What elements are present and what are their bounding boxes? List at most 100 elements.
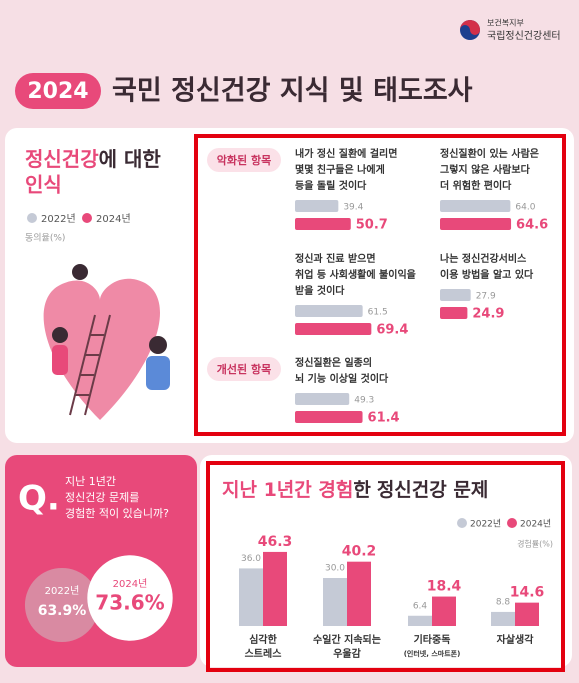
rate-label: 73.6% (95, 591, 164, 615)
statement: 정신과 진료 받으면 (295, 252, 376, 265)
statement: 받을 것이다 (295, 284, 345, 297)
statement: 몇몇 친구들은 나에게 (295, 163, 385, 176)
title-part: 정신건강 문제 (377, 479, 489, 501)
value-label: 64.6 (516, 218, 548, 233)
bar (491, 611, 515, 626)
bar (515, 602, 539, 626)
bar (295, 218, 351, 230)
legend-dot (27, 213, 37, 223)
title-part: 정신건강 (25, 147, 99, 171)
group-pill (207, 357, 281, 381)
legend-label: 2022년 (41, 213, 76, 225)
logo-half (460, 20, 480, 35)
value-label: 8.8 (496, 597, 511, 607)
rate-label: 63.9% (38, 603, 87, 619)
year-label: 2024년 (113, 578, 148, 590)
legend-dot (82, 213, 92, 223)
ministry: 보건복지부 (487, 18, 524, 28)
value-label: 39.4 (343, 203, 363, 213)
panel-experience (200, 455, 572, 667)
value-label: 46.3 (258, 534, 293, 550)
bar (408, 615, 432, 626)
statement: 그렇지 않은 사람보다 (440, 163, 531, 176)
x-label: 심각한 (249, 633, 277, 646)
bar (295, 200, 339, 212)
statement: 나는 정신건강서비스 (440, 252, 526, 265)
person (72, 264, 88, 280)
value-label: 64.0 (515, 203, 535, 213)
legend-label: 2022년 (470, 519, 501, 530)
bar (440, 200, 511, 212)
highlight-box (194, 134, 566, 436)
chart-title: 지난 1년간 경험한 정신건강 문제 (222, 479, 488, 501)
person (52, 345, 68, 375)
value-label: 69.4 (376, 323, 408, 338)
bar (295, 323, 372, 335)
value-label: 30.0 (325, 564, 345, 574)
value-label: 61.5 (368, 308, 388, 318)
x-label: (인터넷, 스마트폰) (404, 649, 461, 658)
value-label: 6.4 (413, 601, 428, 611)
statement: 취업 등 사회생활에 불이익을 (295, 268, 416, 281)
statement: 이용 방법을 알고 있다 (440, 268, 534, 281)
person (146, 356, 170, 390)
bar (440, 289, 471, 301)
bar (295, 393, 350, 405)
value-label: 50.7 (356, 218, 388, 233)
bar (347, 561, 371, 626)
year: 2024 (27, 79, 88, 104)
ladder (69, 314, 111, 416)
bar (440, 218, 512, 230)
statement: 내가 정신 질환에 걸리면 (295, 147, 397, 160)
bar (295, 411, 363, 423)
value-label: 49.3 (354, 396, 374, 406)
value-label: 61.4 (368, 411, 400, 426)
value-label: 14.6 (510, 585, 545, 601)
value-label: 36.0 (241, 554, 261, 564)
bar (263, 551, 287, 626)
q-label: Q. (18, 479, 60, 519)
group-label: 개선된 항목 (217, 362, 271, 376)
perception-title: 인식 (25, 173, 62, 197)
main-title: 국민 정신건강 지식 및 태도조사 (112, 76, 473, 107)
x-label: 우울감 (333, 648, 361, 660)
legend-label: 2024년 (520, 519, 551, 530)
statement: 뇌 기능 이상일 것이다 (295, 372, 389, 385)
rate-circle (87, 555, 173, 641)
value-label: 27.9 (476, 292, 496, 302)
group-label: 악화된 항목 (217, 153, 271, 167)
statement: 정신질환은 일종의 (295, 356, 372, 369)
x-label: 자살생각 (497, 633, 535, 646)
year-label: 2022년 (45, 585, 80, 597)
x-label: 기타중독 (414, 633, 451, 646)
value-label: 24.9 (472, 307, 504, 322)
bar (432, 596, 456, 626)
title-part: 한 (353, 479, 371, 501)
person (52, 327, 68, 343)
highlight-box (206, 461, 565, 672)
x-label: 수일간 지속되는 (313, 633, 381, 646)
legend-label: 2024년 (96, 213, 131, 225)
bar (323, 578, 347, 626)
center: 국립정신건강센터 (487, 29, 561, 42)
x-label: 스트레스 (245, 647, 282, 660)
group-pill (207, 148, 281, 172)
question-line: 지난 1년간 (65, 475, 116, 488)
bar (440, 307, 468, 319)
title-part: 지난 1년간 경험 (222, 479, 353, 501)
year-pill (15, 73, 101, 109)
rate-circle (24, 567, 100, 643)
value-label: 18.4 (427, 579, 462, 595)
statement: 정신질환이 있는 사람은 (440, 147, 539, 160)
question-line: 경험한 적이 있습니까? (65, 507, 169, 520)
bar (295, 305, 363, 317)
statement: 등을 돌릴 것이다 (295, 179, 367, 192)
question-line: 정신건강 문제를 (65, 491, 139, 504)
unit: 경험률(%) (517, 539, 553, 549)
value-label: 40.2 (342, 544, 377, 560)
legend-dot (507, 518, 517, 528)
title-part: 에 대한 (99, 147, 162, 171)
bar (239, 568, 263, 626)
perception-title: 정신건강에 대한 (25, 147, 161, 171)
